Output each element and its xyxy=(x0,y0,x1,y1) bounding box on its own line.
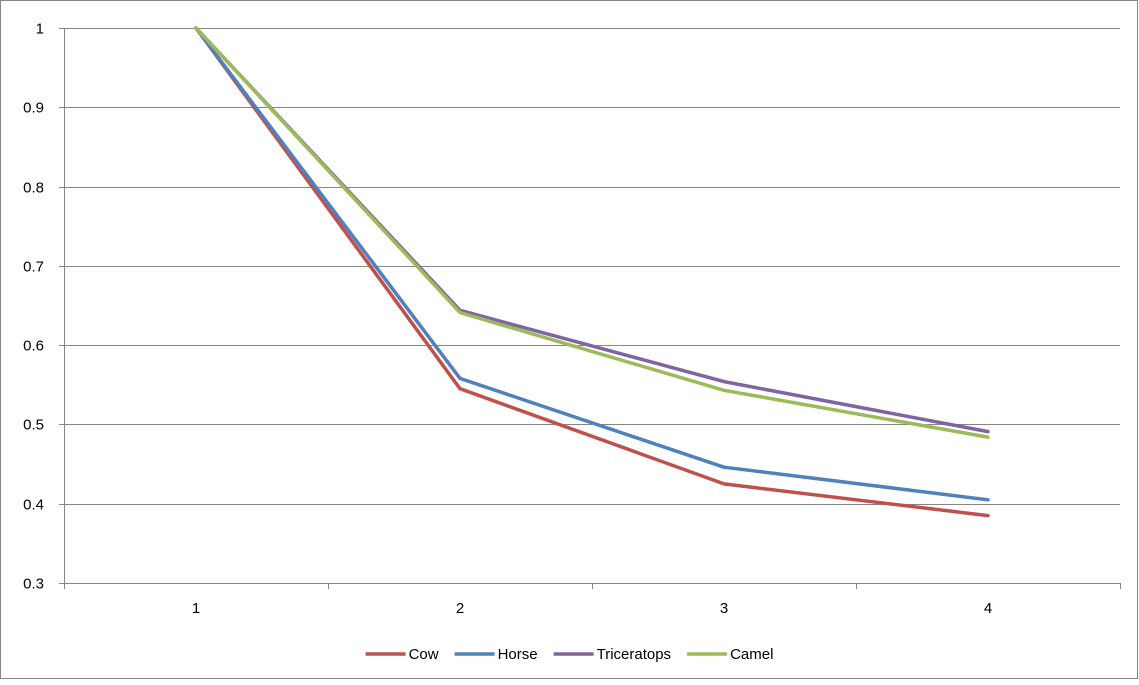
x-tick-label: 1 xyxy=(192,600,200,617)
y-tick-label: 0.3 xyxy=(23,576,44,593)
legend-label: Cow xyxy=(409,646,439,663)
legend-label: Triceratops xyxy=(597,646,671,663)
legend-label: Horse xyxy=(498,646,538,663)
x-tick-label: 2 xyxy=(456,600,464,617)
legend-label: Camel xyxy=(730,646,773,663)
y-tick-label: 0.4 xyxy=(23,497,44,514)
x-tick-label: 4 xyxy=(984,600,992,617)
y-tick-label: 0.6 xyxy=(23,338,44,355)
y-tick-label: 1 xyxy=(36,21,44,38)
y-tick-label: 0.5 xyxy=(23,417,44,434)
y-tick-label: 0.8 xyxy=(23,180,44,197)
x-tick-label: 3 xyxy=(720,600,728,617)
y-tick-label: 0.7 xyxy=(23,259,44,276)
y-tick-label: 0.9 xyxy=(23,100,44,117)
